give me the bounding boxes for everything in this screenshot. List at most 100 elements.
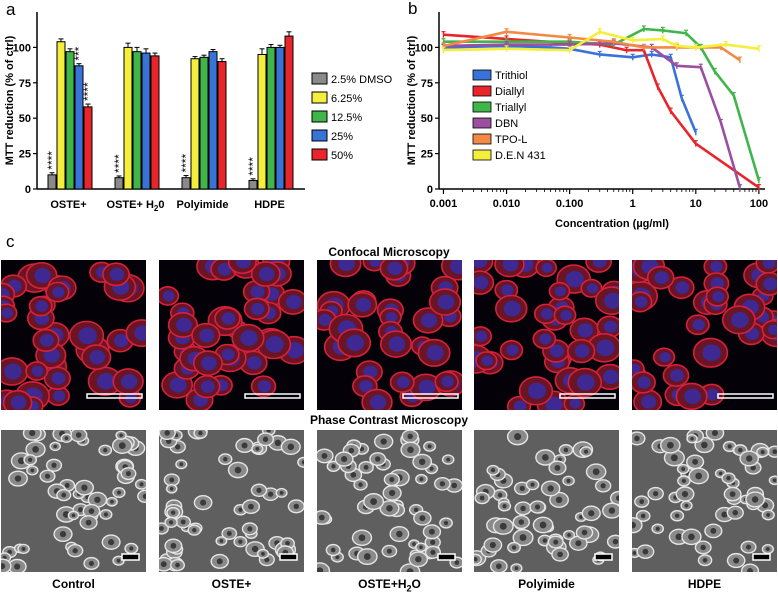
x-tick-label-3: 1 bbox=[630, 198, 636, 210]
y-axis-label: MTT reduction (% of ctrl) bbox=[4, 35, 16, 165]
scale-bar bbox=[244, 393, 301, 399]
y-tick-label-3: 75 bbox=[421, 78, 433, 90]
legend-label-2: Triallyl bbox=[495, 102, 526, 114]
bar-3-0 bbox=[248, 180, 258, 190]
scale-bar bbox=[437, 553, 456, 561]
significance-label-1-0: **** bbox=[112, 154, 126, 173]
legend-swatch-0 bbox=[311, 72, 328, 85]
legend-label-3: 25% bbox=[331, 131, 353, 143]
phase-contrast-image-0 bbox=[1, 430, 146, 572]
significance-label-3-0: **** bbox=[246, 157, 260, 176]
confocal-image-3 bbox=[474, 260, 619, 410]
legend-swatch-1 bbox=[472, 85, 492, 97]
significance-label-0-3: *** bbox=[72, 46, 86, 60]
series-line-3 bbox=[443, 41, 742, 188]
y-tick-label-0: 0 bbox=[427, 184, 433, 196]
bar-3-3 bbox=[275, 46, 285, 190]
image-caption-2: OSTE+H2O bbox=[358, 577, 421, 594]
bar-2-4 bbox=[217, 61, 227, 190]
confocal-title: Confocal Microscopy bbox=[328, 245, 450, 259]
x-tick-label-0: OSTE+ bbox=[50, 199, 86, 211]
legend-label-4: TPO-L bbox=[495, 134, 527, 146]
confocal-image-4 bbox=[632, 260, 777, 410]
scale-bar bbox=[594, 553, 613, 561]
bar-1-1 bbox=[123, 46, 133, 190]
y-tick-label-1: 25 bbox=[421, 149, 433, 161]
legend-label-5: D.E.N 431 bbox=[495, 150, 546, 162]
line-chart-mtt-concentration: 0 25 50 75 100 0.001 0.010 0.100 1 10 100 Concentra… bbox=[406, 12, 768, 230]
bar-3-4 bbox=[284, 35, 294, 190]
legend-swatch-4 bbox=[472, 133, 492, 145]
y-tick-label-4: 100 bbox=[415, 42, 433, 54]
bar-2-3 bbox=[208, 51, 218, 190]
x-tick-label-2: Polyimide bbox=[177, 199, 229, 211]
bar-3-1 bbox=[257, 53, 267, 190]
bar-1-3 bbox=[141, 52, 151, 190]
scale-bar bbox=[121, 553, 140, 561]
y-tick-label-4: 100 bbox=[13, 42, 31, 54]
legend-swatch-2 bbox=[472, 101, 492, 113]
x-tick-label-0: 0.001 bbox=[430, 198, 458, 210]
y-tick-label-0: 0 bbox=[25, 184, 31, 196]
significance-label-2-0: **** bbox=[179, 154, 193, 173]
phase-contrast-row bbox=[0, 430, 778, 572]
image-caption-3: Polyimide bbox=[518, 577, 575, 591]
phase-contrast-image-3 bbox=[474, 430, 619, 572]
series-line-0 bbox=[443, 44, 698, 133]
confocal-image-2 bbox=[317, 260, 462, 410]
bar-2-1 bbox=[190, 58, 200, 190]
legend-swatch-2 bbox=[311, 110, 328, 123]
bar-0-4 bbox=[83, 106, 93, 190]
scale-bar bbox=[86, 393, 143, 399]
legend-label-1: Diallyl bbox=[495, 86, 524, 98]
phase-contrast-title: Phase Contrast Microscopy bbox=[309, 413, 469, 427]
x-tick-label-3: HDPE bbox=[254, 199, 285, 211]
panel-c-letter: c bbox=[6, 232, 15, 251]
legend-label-3: DBN bbox=[495, 118, 518, 130]
phase-contrast-image-1 bbox=[159, 430, 304, 572]
bar-0-0 bbox=[47, 174, 57, 190]
series-line-5 bbox=[443, 30, 760, 52]
panel-a-letter: a bbox=[6, 0, 16, 19]
bar-3-2 bbox=[266, 46, 276, 190]
bar-0-2 bbox=[65, 51, 75, 190]
legend-swatch-1 bbox=[311, 91, 328, 104]
phase-contrast-image-4 bbox=[632, 430, 777, 572]
legend-label-4: 50% bbox=[331, 150, 353, 162]
x-tick-label-1: 0.010 bbox=[493, 198, 521, 210]
significance-label-0-0: **** bbox=[45, 151, 59, 170]
legend-label-0: 2.5% DMSO bbox=[331, 74, 393, 86]
confocal-image-1 bbox=[159, 260, 304, 410]
bar-1-4 bbox=[150, 55, 160, 190]
x-tick-label-4: 10 bbox=[690, 198, 702, 210]
image-caption-1: OSTE+ bbox=[211, 577, 252, 591]
scale-bar bbox=[402, 393, 459, 399]
bar-1-2 bbox=[132, 51, 142, 190]
scale-bar bbox=[752, 553, 771, 561]
legend-label-1: 6.25% bbox=[331, 93, 362, 105]
phase-contrast-image-2 bbox=[317, 430, 462, 572]
bar-1-0 bbox=[114, 177, 124, 190]
x-tick-label-1: OSTE+ H20 bbox=[107, 199, 165, 213]
bar-0-1 bbox=[56, 41, 66, 190]
legend-swatch-5 bbox=[472, 149, 492, 161]
legend-swatch-3 bbox=[311, 129, 328, 142]
y-tick-label-2: 50 bbox=[421, 113, 433, 125]
x-tick-label-2: 0.100 bbox=[556, 198, 584, 210]
bar-2-2 bbox=[199, 56, 209, 190]
scale-bar bbox=[559, 393, 616, 399]
significance-label-0-4: **** bbox=[81, 82, 95, 101]
confocal-image-0 bbox=[1, 260, 146, 410]
y-tick-label-2: 50 bbox=[19, 113, 31, 125]
y-axis-label: MTT reduction (% of ctrl) bbox=[406, 35, 418, 165]
x-axis-label: Concentration (µg/ml) bbox=[555, 218, 669, 230]
x-tick-label-5: 100 bbox=[750, 198, 768, 210]
image-caption-4: HDPE bbox=[687, 577, 722, 591]
legend-label-0: Trithiol bbox=[495, 70, 528, 82]
y-tick-label-1: 25 bbox=[19, 149, 31, 161]
image-caption-0: Control bbox=[52, 577, 95, 591]
scale-bar bbox=[279, 553, 298, 561]
confocal-row bbox=[0, 260, 778, 410]
legend-swatch-4 bbox=[311, 148, 328, 161]
